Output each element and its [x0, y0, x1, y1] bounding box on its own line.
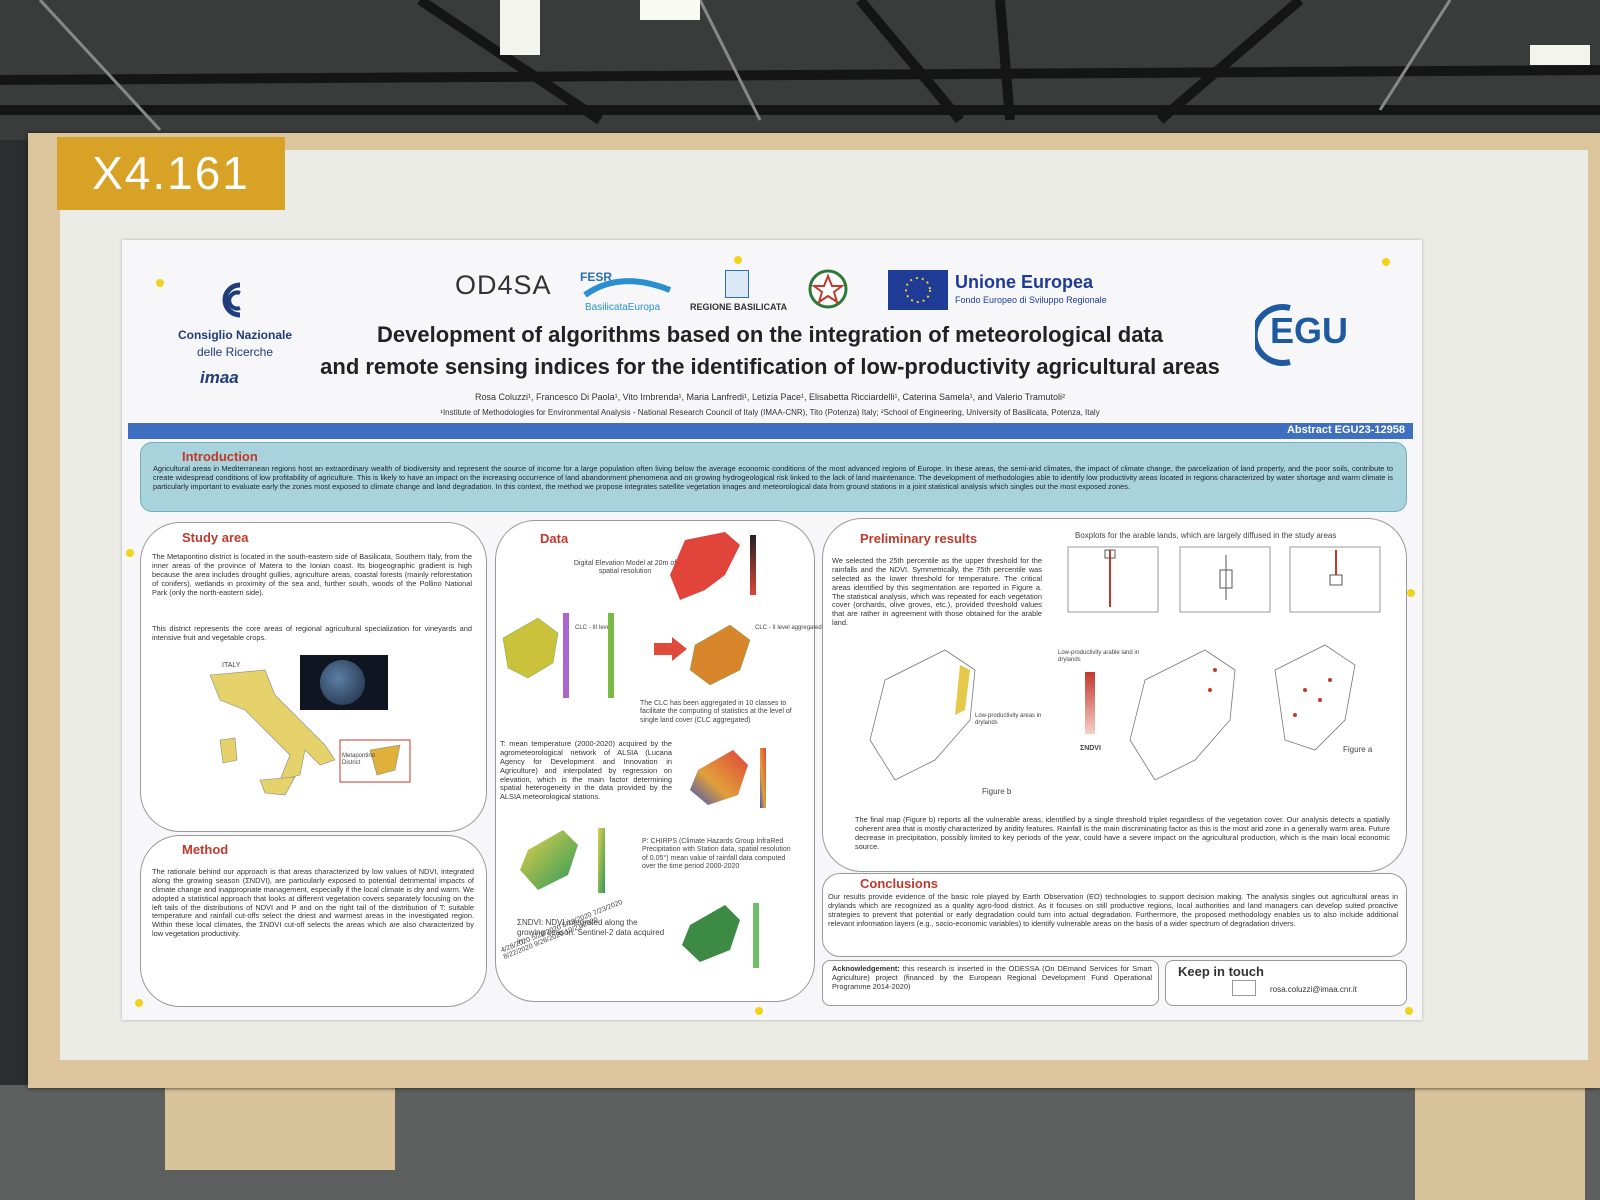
figure-caption: P: CHIRPS (Climate Hazards Group InfraRe… [642, 838, 791, 871]
dem-map [670, 532, 756, 600]
acknowledgement-text: this research is inserted in the ODESSA … [832, 965, 1152, 991]
section-heading: Data [540, 531, 569, 546]
figure-caption: Digital Elevation Model at 20m of spatia… [573, 560, 677, 576]
section-heading: Preliminary results [860, 531, 978, 546]
figure-caption: Low-productivity arable land in drylands [1058, 650, 1140, 664]
board-foot [1415, 1085, 1585, 1200]
abstract-id: Abstract EGU23-12958 [1286, 424, 1405, 436]
temperature-map [690, 748, 766, 808]
regione-logo: REGIONE BASILICATA [690, 302, 788, 312]
map-label: ITALY [222, 662, 241, 669]
figure-caption: CLC - II level aggregated [755, 625, 822, 631]
globe [320, 660, 365, 705]
section-text: This district represents the core areas … [152, 625, 472, 642]
figure-caption: CLC - III level [575, 625, 612, 631]
affiliations: ¹Institute of Methodologies for Environm… [440, 408, 1100, 417]
board-label: X4.161 [57, 137, 285, 210]
section-heading: Study area [182, 530, 249, 545]
basilicata-crest [725, 270, 749, 298]
contact-email: rosa.coluzzi@imaa.cnr.it [1270, 985, 1357, 994]
eu-flag [888, 270, 948, 310]
figure-caption: The CLC has been aggregated in 10 classe… [640, 700, 792, 724]
ceiling [0, 0, 1600, 140]
fesr-wave [583, 278, 672, 298]
acknowledgement-label: Acknowledgement: [832, 965, 900, 973]
method-box [140, 835, 487, 1007]
figure-caption: Low-productivity areas in drylands [975, 713, 1042, 727]
cnr-logo [222, 282, 241, 318]
clc-aggregated-map [689, 624, 751, 686]
section-text: Our results provide evidence of the basi… [828, 893, 1398, 928]
arrow [654, 637, 687, 661]
legend-label: ΣNDVI [1080, 745, 1101, 752]
results-maps [869, 644, 1356, 781]
conclusions-box [822, 873, 1407, 957]
poster-title: Development of algorithms based on the i… [377, 322, 1163, 347]
acknowledgement-box [822, 960, 1159, 1006]
ndvi-legend [1085, 672, 1095, 734]
acknowledgement: Acknowledgement: this research is insert… [832, 965, 1152, 1003]
od4sa-logo: OD4SA [455, 270, 552, 300]
egu-logo: EGU [1270, 310, 1349, 351]
section-text: The Metapontino district is located in t… [152, 553, 472, 597]
cnr-name: delle Ricerche [196, 345, 274, 359]
section-heading: Method [182, 842, 229, 857]
mail-icon [1232, 980, 1256, 996]
imaa-logo: imaa [200, 368, 239, 387]
ndvi-map [682, 903, 759, 968]
section-text: The final map (Figure b) reports all the… [855, 816, 1390, 851]
globe-image [300, 655, 388, 710]
egu-ring [1255, 304, 1291, 366]
section-heading: Introduction [182, 449, 258, 464]
fesr-logo: BasilicataEuropa [585, 302, 661, 313]
intro-box [140, 442, 1407, 512]
rainfall-map [520, 828, 605, 893]
section-text: The rationale behind our approach is tha… [152, 868, 474, 939]
poster-title: and remote sensing indices for the ident… [320, 354, 1220, 379]
header-bar [128, 423, 1413, 439]
fesr-logo: FESR [580, 270, 613, 284]
eu-fund: Fondo Europeo di Sviluppo Regionale [955, 295, 1107, 305]
authors: Rosa Coluzzi¹, Francesco Di Paola¹, Vito… [475, 392, 1065, 402]
cnr-name: Consiglio Nazionale [177, 328, 292, 342]
contact-box [1165, 960, 1407, 1006]
italy-map [209, 669, 411, 796]
figure-caption: ΣNDVI: NDVI integrated along the growing… [517, 918, 665, 947]
section-text: T: mean temperature (2000-2020) acquired… [500, 740, 672, 802]
boxplots [1067, 546, 1381, 613]
figure-caption: Boxplots for the arable lands, which are… [1075, 531, 1337, 540]
board-foot [165, 1085, 395, 1170]
map-label: Metapontino District [342, 753, 376, 767]
contact-heading: Keep in touch [1178, 964, 1264, 979]
section-text: Agricultural areas in Mediterranean regi… [153, 465, 1393, 491]
figure-label: Figure a [1343, 745, 1373, 754]
italy-emblem [808, 269, 848, 309]
eu-name: Unione Europea [955, 272, 1094, 292]
section-text: We selected the 25th percentile as the u… [832, 557, 1042, 628]
section-heading: Conclusions [860, 876, 939, 891]
clc-map [502, 613, 614, 698]
figure-label: Figure b [982, 787, 1012, 796]
